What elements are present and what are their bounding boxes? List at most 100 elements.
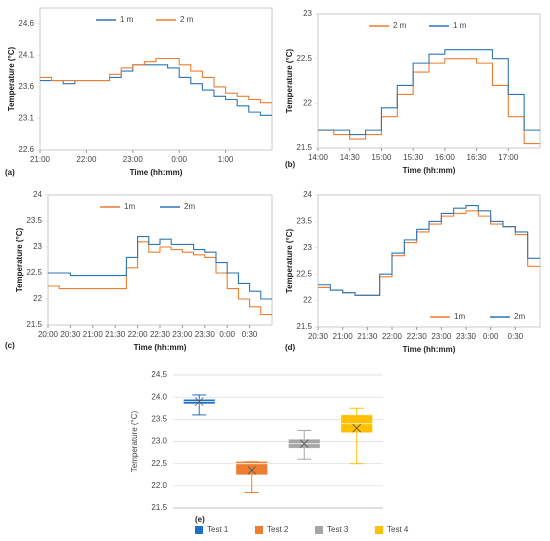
x-tick-label: 23:30 — [195, 330, 216, 339]
x-tick-label: 0:30 — [242, 330, 258, 339]
legend-label: 2 m — [393, 21, 407, 30]
x-tick-label: 17:00 — [498, 153, 519, 162]
x-axis-label: Time (hh:mm) — [403, 166, 456, 175]
legend-label: Test 4 — [387, 525, 409, 534]
y-tick-label: 24 — [33, 190, 42, 199]
y-tick-label: 21.5 — [296, 143, 312, 152]
y-tick-label: 22.5 — [151, 459, 167, 468]
y-tick-label: 23.5 — [296, 217, 312, 226]
series-line — [48, 236, 272, 300]
x-axis-label: Time (hh:mm) — [134, 343, 187, 352]
y-tick-label: 22.5 — [296, 269, 312, 278]
y-tick-label: 24.1 — [18, 50, 34, 59]
x-tick-label: 16:30 — [467, 153, 488, 162]
y-tick-label: 24.5 — [151, 370, 167, 379]
x-tick-label: 15:30 — [403, 153, 424, 162]
mean-marker — [299, 439, 309, 448]
x-tick-label: 1:00 — [218, 155, 234, 164]
y-tick-label: 21.5 — [26, 320, 42, 329]
legend-label: Test 2 — [267, 525, 289, 534]
y-tick-label: 21.5 — [151, 503, 167, 512]
panel-label: (a) — [5, 168, 15, 177]
x-tick-label: 22:00 — [128, 330, 149, 339]
plot-border — [317, 13, 541, 149]
x-tick-label: 14:30 — [340, 153, 361, 162]
plot-border — [317, 194, 541, 328]
x-tick-label: 0:30 — [508, 332, 524, 341]
y-tick-label: 22.0 — [151, 481, 167, 490]
y-axis-label: Temperature (°C) — [15, 227, 24, 292]
plot-border — [47, 194, 273, 326]
x-tick-label: 20:30 — [308, 332, 329, 341]
y-tick-label: 24.0 — [151, 392, 167, 401]
series-line — [318, 49, 540, 136]
series-line — [40, 64, 272, 116]
y-axis-label: Temperature (°C) — [285, 48, 294, 113]
y-axis-label: Temperature (°C) — [7, 46, 16, 111]
y-tick-label: 23.5 — [26, 216, 42, 225]
x-tick-label: 23:00 — [172, 330, 193, 339]
y-tick-label: 22 — [303, 98, 312, 107]
x-axis-label: Time (hh:mm) — [403, 345, 456, 354]
y-axis-label: Temperature (°C) — [130, 410, 139, 472]
series-line — [40, 57, 272, 104]
x-axis-label: Time (hh:mm) — [130, 168, 183, 177]
x-tick-label: 16:00 — [435, 153, 456, 162]
x-tick-label: 21:30 — [105, 330, 126, 339]
legend-swatch — [195, 526, 203, 534]
y-tick-label: 24.6 — [18, 19, 34, 28]
y-tick-label: 22.5 — [26, 268, 42, 277]
series-line — [318, 58, 540, 145]
x-tick-label: 22:00 — [76, 155, 97, 164]
legend-label: Test 3 — [327, 525, 349, 534]
x-tick-label: 22:30 — [150, 330, 171, 339]
x-tick-label: 0:00 — [483, 332, 499, 341]
y-tick-label: 23.5 — [151, 414, 167, 423]
y-axis-label: Temperature (°C) — [285, 228, 294, 293]
box — [235, 460, 268, 476]
y-tick-label: 23.0 — [151, 437, 167, 446]
x-tick-label: 22:00 — [382, 332, 403, 341]
x-tick-label: 20:00 — [38, 330, 59, 339]
x-tick-label: 14:00 — [308, 153, 329, 162]
y-tick-label: 23 — [303, 243, 312, 252]
x-tick-label: 0:00 — [171, 155, 187, 164]
panel-label: (e) — [195, 515, 205, 524]
panel-label: (c) — [5, 341, 15, 350]
legend-label: 2m — [514, 312, 525, 321]
legend-label: 1 m — [453, 21, 467, 30]
mean-marker — [352, 423, 362, 433]
y-tick-label: 23.1 — [18, 114, 34, 123]
legend-label: 2m — [184, 202, 195, 211]
y-tick-label: 23 — [303, 9, 312, 18]
y-tick-label: 23 — [33, 242, 42, 251]
x-tick-label: 22:30 — [407, 332, 428, 341]
x-tick-label: 21:00 — [30, 155, 51, 164]
legend-swatch — [315, 526, 323, 534]
y-tick-label: 22 — [33, 294, 42, 303]
mean-marker — [247, 466, 257, 475]
plot-border — [39, 7, 273, 151]
legend-label: 1m — [454, 312, 465, 321]
x-tick-label: 21:00 — [83, 330, 104, 339]
legend-label: Test 1 — [207, 525, 229, 534]
legend-swatch — [255, 526, 263, 534]
y-tick-label: 22.6 — [18, 145, 34, 154]
x-tick-label: 15:00 — [371, 153, 392, 162]
x-tick-label: 23:30 — [456, 332, 477, 341]
y-tick-label: 22.5 — [296, 54, 312, 63]
y-tick-label: 23.6 — [18, 82, 34, 91]
y-tick-label: 21.5 — [296, 322, 312, 331]
mean-marker — [194, 397, 204, 406]
legend-swatch — [375, 526, 383, 534]
legend-label: 1m — [124, 202, 135, 211]
panel-label: (b) — [285, 160, 296, 169]
panel-label: (d) — [285, 343, 296, 352]
x-tick-label: 20:30 — [60, 330, 81, 339]
x-tick-label: 21:00 — [333, 332, 354, 341]
series-line — [318, 205, 540, 296]
y-tick-label: 22 — [303, 296, 312, 305]
legend-label: 1 m — [120, 15, 134, 24]
legend-label: 2 m — [180, 15, 194, 24]
